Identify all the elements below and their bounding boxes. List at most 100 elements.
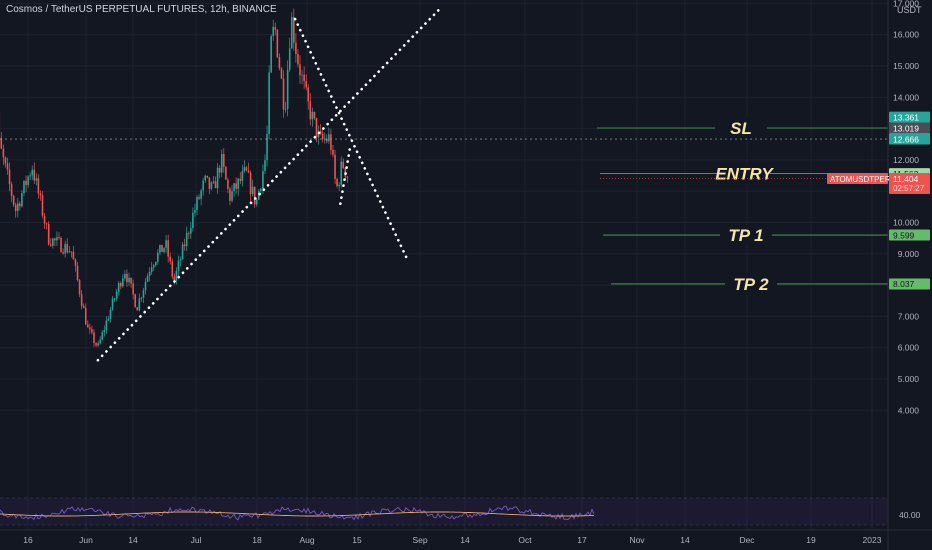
candle-body [276,29,279,58]
candle-body [49,244,52,246]
candle-body [274,26,277,30]
candle-body [342,161,345,169]
candle-body [6,163,9,170]
x-tick-label: Oct [518,535,532,545]
price-tag [889,111,930,123]
x-tick-label: 19 [806,535,816,545]
x-tick-label: Dec [739,535,755,545]
candle-body [325,138,328,142]
candle-body [109,309,112,319]
candle-body [315,117,318,138]
candle-body [41,195,44,216]
y-tick-label: 17.000 [893,0,919,8]
candle-body [4,157,7,164]
currency-label: USDT [897,5,922,15]
candle-body [216,167,219,189]
candle-body [93,332,95,344]
x-tick-label: Sep [412,535,427,545]
candle-body [260,188,262,191]
candle-body [330,134,332,150]
candles [0,8,349,348]
candle-body [338,184,340,187]
candle-body [132,283,134,295]
candle-body [204,175,207,181]
candle-body [10,184,13,196]
grid-lines [0,0,888,530]
candle-body [128,277,130,283]
y-tick-label: 16.000 [893,30,919,40]
candle-body [130,277,132,284]
price-tag-label: 13.361 [893,113,919,123]
candle-body [163,247,165,252]
candle-body [58,237,60,238]
candle-body [280,68,283,79]
candle-body [138,298,141,311]
x-tick-label: 14 [128,535,138,545]
x-tick-label: Jun [79,535,93,545]
candle-body [264,160,266,172]
x-tick-label: Nov [629,535,645,545]
dotted-trend-line [339,142,352,206]
candle-body [97,343,99,346]
candle-body [293,17,295,43]
rsi-line [0,505,595,521]
candle-body [231,191,233,201]
candle-body [167,240,169,257]
candle-body [16,203,19,211]
candle-body [56,237,58,241]
candle-body [142,290,145,298]
candle-body [60,237,62,253]
candle-body [91,329,93,333]
candle-body [47,223,50,245]
candle-body [332,149,334,155]
candle-body [245,167,248,171]
candle-body [173,276,176,281]
candle-body [225,166,227,180]
y-tick-label: 9.000 [898,249,920,259]
candle-body [185,232,188,247]
candle-body [107,318,110,321]
candle-body [21,193,23,207]
candle-body [270,36,272,73]
y-tick-label: 15.000 [893,61,919,71]
candle-body [200,190,202,199]
candle-body [68,251,71,253]
y-tick-label: 12.000 [893,155,919,165]
candle-body [111,298,114,310]
candle-body [317,131,320,138]
candle-body [157,252,159,262]
price-tag-label: 8.037 [893,279,915,289]
candle-body [2,148,5,158]
candle-body [262,171,264,189]
rsi-ma-line [0,511,595,517]
candle-body [321,133,324,140]
candle-body [115,291,118,299]
candle-body [140,297,143,299]
last-price-label: 11.404 [893,174,919,184]
candle-body [43,215,46,224]
rsi-value-label: 40.00 [899,510,921,520]
y-tick-label: 4.000 [898,405,920,415]
y-tick-label: 7.000 [898,311,920,321]
candle-body [39,193,42,196]
candle-body [282,78,285,110]
candle-body [33,169,36,181]
candle-body [64,243,66,254]
candle-body [181,244,184,260]
candle-body [155,261,157,266]
y-tick-label: 10.000 [893,218,919,228]
candle-body [235,183,237,189]
last-price-tag [889,173,930,195]
candle-body [190,228,192,234]
candle-body [183,244,186,247]
level-label-tp1: TP 1 [728,226,763,245]
candle-body [169,256,172,262]
candle-body [12,195,15,205]
candle-body [220,153,223,173]
candle-body [249,172,252,195]
price-tag [889,278,930,290]
dotted-trend-line [96,8,441,362]
candle-body [37,178,40,194]
candle-body [66,243,69,253]
